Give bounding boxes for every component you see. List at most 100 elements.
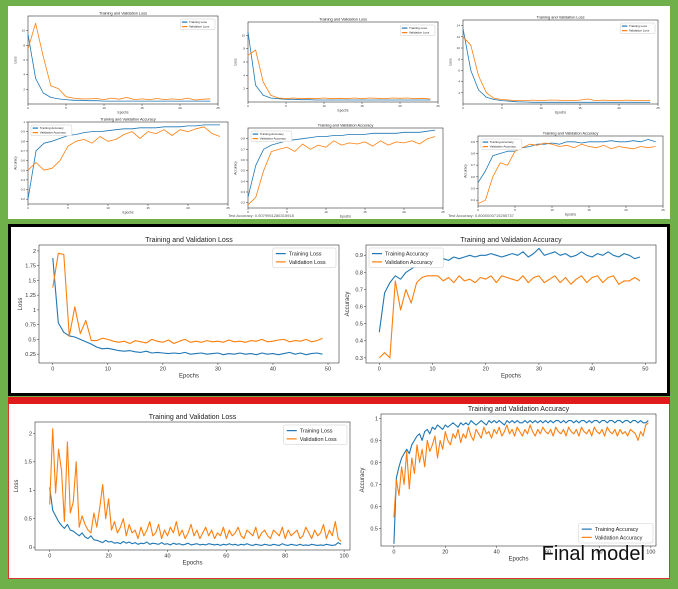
x-tick-label: 0 <box>27 206 29 210</box>
x-tick-label: 100 <box>646 550 655 556</box>
y-axis-label: Loss <box>14 56 18 63</box>
x-tick-label: 25 <box>436 104 440 108</box>
x-tick-label: 5 <box>286 210 288 214</box>
x-tick-label: 5 <box>514 208 516 212</box>
legend-label: Training Accuracy <box>595 527 639 533</box>
top-caption-2: Test Accuracy: 0.8000000715255737 <box>448 213 514 218</box>
y-tick-label: 0.5 <box>355 322 363 328</box>
y-tick-label: 4 <box>458 80 460 84</box>
top-caption-1: Test Accuracy: 0.5079951286315918 <box>228 213 294 218</box>
y-tick-label: 0.9 <box>355 253 363 259</box>
y-axis-label: Accuracy <box>464 164 468 178</box>
legend-label: Training Loss <box>409 26 427 30</box>
x-tick-label: 20 <box>106 554 112 560</box>
y-tick-label: 0.2 <box>241 201 246 205</box>
y-tick-label: 0.8 <box>370 460 378 466</box>
chart-title: Training and Validation Loss <box>536 15 584 19</box>
chart-title: Training and Validation Accuracy <box>100 117 156 121</box>
x-tick-label: 15 <box>146 206 150 210</box>
x-axis-label: Epochs <box>508 557 528 563</box>
x-tick-label: 0 <box>247 210 249 214</box>
y-tick-label: 0.4 <box>471 198 476 202</box>
x-tick-label: 40 <box>270 367 276 373</box>
series-line-validation <box>247 136 436 206</box>
y-tick-label: 4 <box>243 73 245 77</box>
x-tick-label: 30 <box>215 367 221 373</box>
x-tick-label: 20 <box>160 367 166 373</box>
y-tick-label: 1 <box>23 120 25 124</box>
x-axis-label: Epochs <box>123 210 134 214</box>
x-axis-label: Epochs <box>340 214 351 218</box>
top-experiments-panel: Training and Validation Loss 0 5 10 15 20 25 2 4… <box>8 6 670 219</box>
chart-top-2-loss: Training and Validation Loss 0 5 10 15 20 25 2 4… <box>234 17 440 112</box>
legend-label: Validation Loss <box>409 31 430 35</box>
series-line-validation <box>27 126 221 171</box>
x-tick-label: 100 <box>340 554 349 560</box>
plot-frame <box>462 19 659 105</box>
series-line-validation <box>49 428 342 542</box>
x-tick-label: 0 <box>392 550 395 556</box>
y-tick-label: 0.4 <box>355 339 363 345</box>
x-axis-label: Epochs <box>118 110 129 114</box>
legend-box <box>250 130 293 142</box>
legend-label: Training Accuracy <box>260 132 284 136</box>
chart-bottom-acc: Training and Validation Accuracy 0 20 40 60 8… <box>360 406 657 563</box>
x-tick-label: 15 <box>587 208 591 212</box>
y-tick-label: 0.8 <box>355 270 363 276</box>
x-axis-label: Epochs <box>565 212 576 216</box>
x-axis-label: Epochs <box>338 108 349 112</box>
legend-label: Training Accuracy <box>385 252 429 258</box>
series-line-training <box>477 139 656 183</box>
legend-label: Validation Loss <box>629 29 650 33</box>
x-tick-label: 20 <box>617 106 621 110</box>
series-line-validation <box>27 22 211 101</box>
y-axis-label: Loss <box>449 58 453 65</box>
chart-top-2-acc: Training and Validation Accuracy 0 5 10 15 20… <box>234 123 445 218</box>
y-tick-label: 2 <box>33 249 36 255</box>
legend-box <box>283 424 348 445</box>
x-tick-label: 25 <box>656 106 660 110</box>
x-axis-label: Epochs <box>182 561 202 567</box>
x-axis-label: Epochs <box>179 374 199 380</box>
x-tick-label: 20 <box>186 206 190 210</box>
x-tick-label: 20 <box>402 210 406 214</box>
legend-box <box>619 22 656 34</box>
series-line-training <box>247 129 436 198</box>
x-tick-label: 10 <box>105 367 111 373</box>
y-tick-label: 0.5 <box>241 169 246 173</box>
y-axis-label: Loss <box>18 298 24 311</box>
x-tick-label: 60 <box>223 554 229 560</box>
series-line-training <box>393 420 649 544</box>
section-divider <box>8 397 670 404</box>
chart-top-3-acc: Training and Validation Accuracy 0 5 10 15 20… <box>464 131 665 216</box>
x-tick-label: 40 <box>589 367 595 373</box>
series-line-training <box>27 34 211 102</box>
legend-label: Training Loss <box>289 252 322 258</box>
y-tick-label: 0.9 <box>370 438 378 444</box>
y-tick-label: 0.8 <box>241 137 246 141</box>
legend-box <box>272 247 337 268</box>
y-tick-label: 0.7 <box>471 163 476 167</box>
x-tick-label: 0 <box>477 208 479 212</box>
y-tick-label: 0.6 <box>370 504 378 510</box>
y-axis-label: Accuracy <box>345 292 351 317</box>
x-tick-label: 20 <box>442 550 448 556</box>
y-tick-label: 0.7 <box>241 147 246 151</box>
y-tick-label: 0.3 <box>241 190 246 194</box>
x-tick-label: 25 <box>226 206 230 210</box>
x-tick-label: 15 <box>363 210 367 214</box>
x-axis-label: Epochs <box>501 374 521 380</box>
legend-label: Validation Accuracy <box>40 131 67 135</box>
x-tick-label: 5 <box>65 106 67 110</box>
series-line-training <box>462 28 651 103</box>
y-tick-label: 12 <box>457 35 461 39</box>
legend-label: Validation Loss <box>189 25 210 29</box>
x-tick-label: 40 <box>494 550 500 556</box>
y-axis-label: Accuracy <box>234 161 238 175</box>
y-tick-label: 10 <box>457 46 461 50</box>
x-tick-label: 50 <box>325 367 331 373</box>
y-tick-label: 0.7 <box>21 149 26 153</box>
final-model-panel: Training and Validation Loss 0 20 40 60 80 100… <box>8 404 670 579</box>
